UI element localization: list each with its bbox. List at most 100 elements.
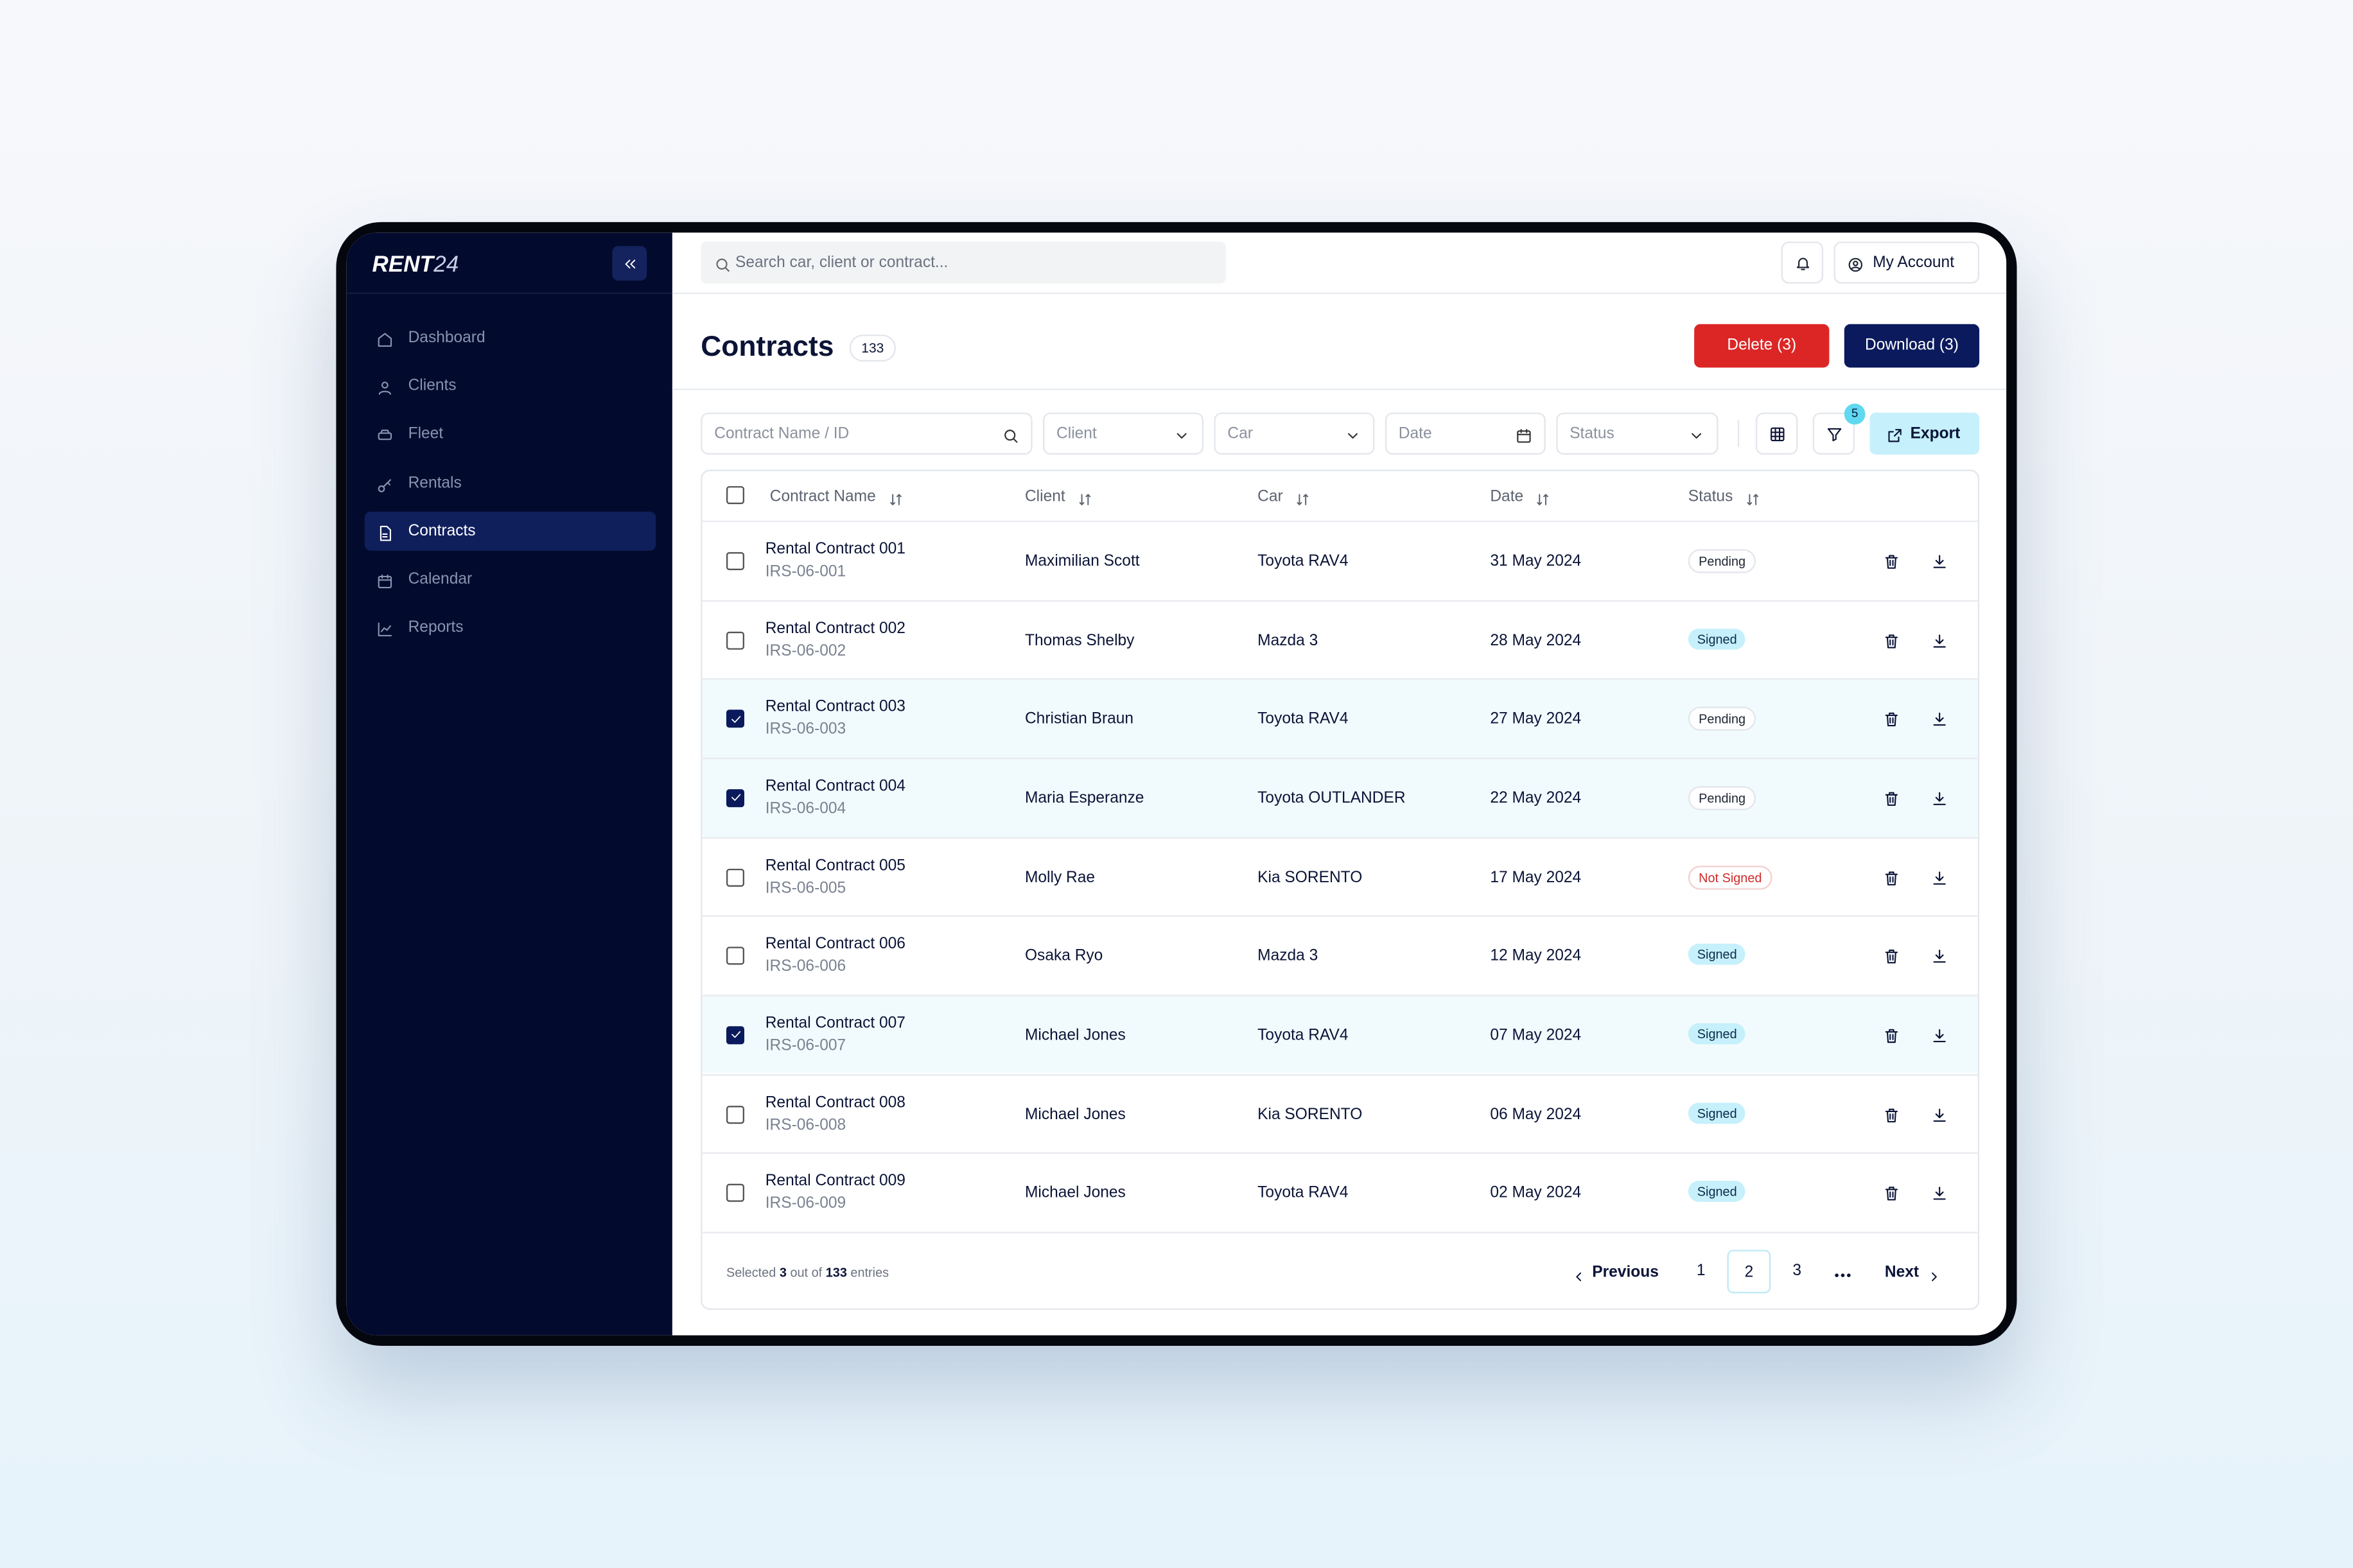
checkbox[interactable] [726, 486, 745, 505]
nav-item[interactable]: Clients [408, 376, 457, 395]
filter-status[interactable] [1556, 412, 1719, 455]
download-row[interactable] [1931, 946, 1948, 973]
columns-button[interactable] [1755, 412, 1798, 455]
status-badge: Pending [1688, 707, 1756, 731]
count-badge: 133 [849, 335, 897, 362]
download-row[interactable] [1931, 1183, 1948, 1210]
download-row[interactable] [1931, 1025, 1948, 1052]
contract-id: IRS-06-008 [765, 1115, 846, 1134]
icon [378, 333, 392, 347]
active-nav-bg [364, 511, 656, 551]
download-row[interactable] [1931, 788, 1948, 815]
row-divider [701, 1232, 1980, 1233]
row-divider [701, 915, 1980, 918]
filter-button[interactable] [1812, 412, 1855, 455]
icon [1885, 871, 1898, 885]
checkbox[interactable] [726, 710, 745, 728]
nav-icon [377, 377, 394, 404]
delete-row[interactable] [1884, 1183, 1900, 1210]
nav-item[interactable]: Fleet [408, 425, 444, 444]
cell-client: Michael Jones [1024, 1105, 1126, 1124]
filter-client[interactable] [1043, 412, 1204, 455]
filter-car[interactable] [1214, 412, 1375, 455]
row-highlight [702, 996, 1978, 1074]
icon [1692, 433, 1702, 439]
contract-id: IRS-06-007 [765, 1036, 846, 1055]
filter-label: Status [1570, 424, 1614, 443]
delete-button[interactable]: Delete (3) [1694, 324, 1830, 368]
page-button[interactable]: 2 [1727, 1250, 1771, 1294]
nav-item[interactable]: Contracts [408, 521, 476, 540]
page-button[interactable]: 3 [1792, 1262, 1802, 1280]
row-highlight [702, 680, 1978, 758]
download-row[interactable] [1931, 630, 1948, 657]
column-header: Contract Name [769, 487, 876, 506]
collapse-button[interactable] [612, 246, 647, 281]
footer-text: out of [790, 1264, 823, 1280]
cell-client: Maximilian Scott [1024, 552, 1140, 570]
download-row[interactable] [1931, 551, 1948, 578]
filter-name[interactable] [701, 412, 1033, 455]
checkbox[interactable] [726, 947, 745, 966]
checkbox[interactable] [726, 552, 745, 570]
nav-item[interactable]: Reports [408, 618, 464, 637]
checkbox[interactable] [726, 788, 745, 807]
next-button[interactable]: Next [1884, 1263, 1920, 1282]
delete-row[interactable] [1884, 551, 1900, 578]
icon [1079, 494, 1091, 505]
icon [730, 1031, 740, 1039]
column-header: Car [1257, 487, 1283, 506]
status-badge: Signed [1688, 628, 1746, 649]
search-box[interactable] [701, 241, 1227, 284]
page-ellipsis [1833, 1265, 1851, 1292]
filter-date[interactable] [1385, 412, 1546, 455]
icon [378, 574, 392, 589]
delete-row[interactable] [1884, 788, 1900, 815]
icon [1932, 1272, 1937, 1282]
cell-car: Mazda 3 [1257, 631, 1318, 649]
column-header: Date [1490, 487, 1524, 506]
account-label: My Account [1873, 253, 1955, 272]
download-button[interactable]: Download (3) [1844, 324, 1980, 368]
icon [1933, 1029, 1946, 1042]
checkbox[interactable] [726, 631, 745, 649]
prev-button[interactable]: Previous [1592, 1263, 1659, 1282]
row-divider [701, 757, 1980, 760]
checkbox[interactable] [726, 868, 745, 887]
delete-row[interactable] [1884, 946, 1900, 973]
footer-summary: Selected 3 out of 133 entries [726, 1265, 889, 1280]
checkbox[interactable] [726, 1184, 745, 1203]
nav-item[interactable]: Rentals [408, 473, 462, 492]
export-button[interactable] [1869, 412, 1980, 455]
delete-row[interactable] [1884, 709, 1900, 736]
cell-client: Molly Rae [1024, 868, 1096, 887]
table [701, 469, 1980, 1310]
search-placeholder: Search car, client or contract... [735, 253, 949, 272]
checkbox[interactable] [726, 1026, 745, 1045]
brand-name: RENT [372, 252, 433, 278]
filter-divider [1737, 420, 1740, 448]
icon [1348, 433, 1358, 439]
checkbox[interactable] [726, 1105, 745, 1124]
nav-item[interactable]: Calendar [408, 570, 473, 588]
cell-date: 07 May 2024 [1490, 1026, 1582, 1045]
page-button[interactable]: 1 [1696, 1262, 1706, 1280]
delete-row[interactable] [1884, 867, 1900, 894]
icon [1933, 555, 1946, 568]
cell-date: 12 May 2024 [1490, 947, 1582, 966]
icon [1885, 792, 1898, 806]
nav-item[interactable]: Dashboard [408, 328, 485, 347]
download-row[interactable] [1931, 709, 1948, 736]
filter-icon [1345, 424, 1361, 451]
bell-button[interactable] [1781, 241, 1824, 284]
status-badge: Pending [1688, 549, 1756, 573]
cell-car: Toyota RAV4 [1257, 1026, 1349, 1045]
download-row[interactable] [1931, 867, 1948, 894]
delete-row[interactable] [1884, 630, 1900, 657]
delete-row[interactable] [1884, 1104, 1900, 1131]
row-divider [701, 994, 1980, 997]
download-row[interactable] [1931, 1104, 1948, 1131]
prev-icon [1571, 1265, 1586, 1292]
delete-row[interactable] [1884, 1025, 1900, 1052]
